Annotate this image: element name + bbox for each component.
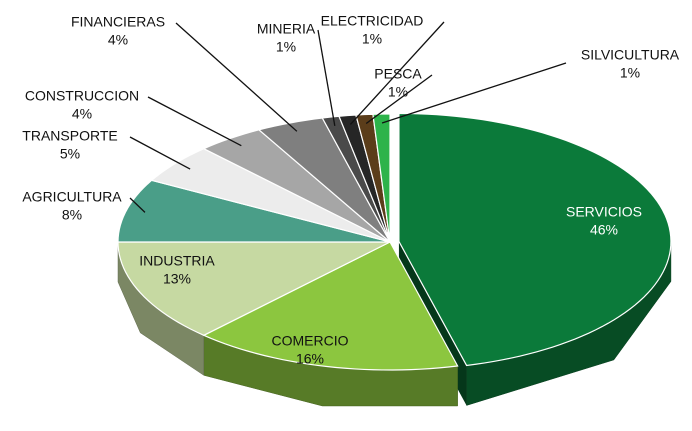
slice-label: FINANCIERAS bbox=[71, 14, 165, 30]
pie-slice bbox=[202, 241, 459, 371]
slice-value-label: 1% bbox=[620, 65, 640, 81]
leader-line bbox=[129, 136, 191, 170]
leader-line bbox=[349, 21, 445, 125]
leader-line bbox=[175, 22, 298, 132]
slice-label: MINERIA bbox=[257, 21, 316, 37]
slice-value-label: 4% bbox=[72, 106, 92, 122]
slice-label: CONSTRUCCION bbox=[25, 88, 139, 104]
pie-slice bbox=[117, 241, 391, 336]
slice-value-label: 1% bbox=[276, 39, 296, 55]
slice-value-label: 5% bbox=[60, 146, 80, 162]
pie-slice bbox=[150, 148, 391, 243]
slice-label: INDUSTRIA bbox=[139, 253, 215, 269]
slice-value-label: 1% bbox=[388, 84, 408, 100]
slice-value-label: 13% bbox=[163, 271, 191, 287]
pie-slice bbox=[398, 112, 672, 367]
leader-line bbox=[365, 74, 433, 125]
pie-slice bbox=[202, 129, 391, 243]
leader-line bbox=[147, 96, 242, 147]
slice-label: SERVICIOS bbox=[566, 204, 642, 220]
slice-value-label: 16% bbox=[296, 351, 324, 367]
leader-line bbox=[129, 197, 146, 213]
slice-value-label: 46% bbox=[590, 222, 618, 238]
slice-value-label: 1% bbox=[362, 31, 382, 47]
slice-label: COMERCIO bbox=[272, 333, 349, 349]
slice-label: SILVICULTURA bbox=[581, 47, 680, 63]
pie-slice bbox=[257, 117, 391, 243]
slice-label: TRANSPORTE bbox=[22, 128, 117, 144]
pie-slice bbox=[117, 179, 391, 243]
leader-line bbox=[317, 29, 336, 126]
slice-value-label: 4% bbox=[108, 32, 128, 48]
slice-label: AGRICULTURA bbox=[22, 189, 122, 205]
slice-label: PESCA bbox=[374, 66, 422, 82]
leader-line bbox=[381, 62, 567, 124]
slice-value-label: 8% bbox=[62, 207, 82, 223]
slice-label: ELECTRICIDAD bbox=[321, 13, 424, 29]
pie-slice bbox=[372, 113, 391, 243]
